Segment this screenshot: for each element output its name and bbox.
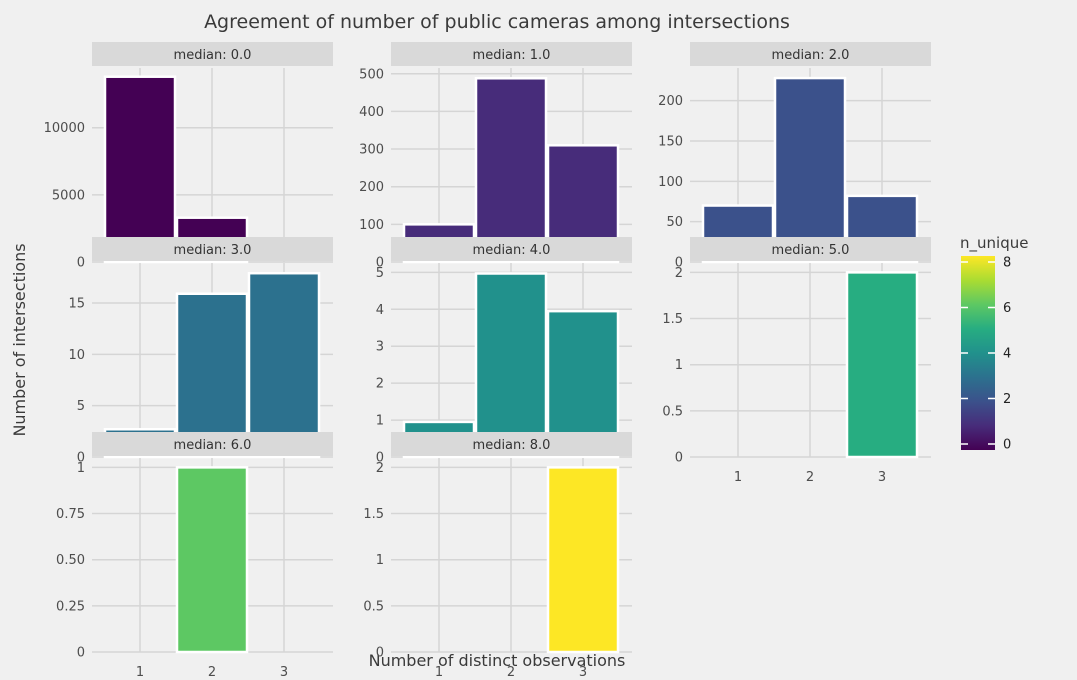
y-tick-label: 100 [359, 218, 384, 233]
facet-strip-label: median: 5.0 [772, 243, 850, 258]
y-tick-label: 0 [675, 256, 683, 271]
y-tick-label: 0 [675, 451, 683, 466]
x-tick-label: 3 [579, 665, 587, 680]
x-tick-label: 1 [136, 665, 144, 680]
bar [845, 271, 919, 459]
bar [175, 466, 249, 654]
facet-panel: median: 4.0 0 1 2 3 4 5 [376, 237, 632, 466]
facet-strip [690, 42, 931, 66]
facet-panel: median: 2.0 0 50 100 150 200 [658, 42, 931, 271]
y-tick-label: 1.5 [363, 507, 384, 522]
chart-title: Agreement of number of public cameras am… [204, 11, 790, 33]
y-tick-label: 300 [359, 143, 384, 158]
bar [175, 292, 249, 459]
x-tick-label: 2 [806, 470, 814, 485]
facet-strip-label: median: 3.0 [174, 243, 252, 258]
y-tick-label: 1 [675, 358, 683, 373]
bar [546, 466, 620, 654]
y-axis-label: Number of intersections [10, 243, 29, 436]
y-tick-label: 0 [376, 256, 384, 271]
facet-strip-label: median: 8.0 [473, 438, 551, 453]
y-tick-label: 1 [77, 461, 85, 476]
colorbar-tick-label: 8 [1003, 256, 1011, 271]
facet-strip [391, 432, 632, 456]
colorbar-tick-label: 0 [1003, 438, 1011, 453]
y-tick-label: 500 [359, 67, 384, 82]
facet-panel: median: 5.0 0 0.5 1 1.5 2 1 2 3 [662, 237, 931, 485]
y-tick-label: 10 [68, 348, 85, 363]
y-tick-label: 10000 [44, 121, 85, 136]
facet-strip [92, 432, 333, 456]
facet-panel: median: 0.0 0 5000 10000 [44, 42, 333, 271]
y-tick-label: 0 [77, 451, 85, 466]
y-tick-label: 2 [675, 266, 683, 281]
y-tick-label: 400 [359, 105, 384, 120]
bar [474, 77, 548, 264]
y-tick-label: 1 [376, 414, 384, 429]
facet-strip-label: median: 2.0 [772, 48, 850, 63]
colorbar-tick-label: 4 [1003, 347, 1011, 362]
facet-strip [391, 42, 632, 66]
facet-strip-label: median: 0.0 [174, 48, 252, 63]
facet-strip-label: median: 6.0 [174, 438, 252, 453]
y-tick-label: 0.5 [662, 404, 683, 419]
facet-panel: median: 6.0 0 0.25 0.50 0.75 1 1 2 3 [56, 432, 333, 680]
bar [474, 272, 548, 459]
y-tick-label: 4 [376, 303, 384, 318]
facet-strip [92, 42, 333, 66]
x-tick-label: 2 [507, 665, 515, 680]
y-tick-label: 2 [376, 461, 384, 476]
x-axis-label: Number of distinct observations [369, 651, 626, 670]
colorbar-tick-label: 6 [1003, 301, 1011, 316]
bar [247, 271, 321, 459]
y-tick-label: 5 [77, 399, 85, 414]
facet-panel: median: 8.0 0 0.5 1 1.5 2 1 2 3 [363, 432, 632, 680]
x-tick-label: 1 [435, 665, 443, 680]
facet-strip [391, 237, 632, 261]
y-tick-label: 0 [376, 451, 384, 466]
x-tick-label: 3 [280, 665, 288, 680]
y-tick-label: 2 [376, 377, 384, 392]
y-tick-label: 5 [376, 266, 384, 281]
y-tick-label: 3 [376, 340, 384, 355]
x-tick-label: 3 [878, 470, 886, 485]
y-tick-label: 0.75 [56, 507, 85, 522]
y-tick-label: 5000 [52, 188, 85, 203]
facet-strip-label: median: 4.0 [473, 243, 551, 258]
bar [103, 75, 177, 264]
y-tick-label: 0.5 [363, 599, 384, 614]
x-tick-label: 1 [734, 470, 742, 485]
facet-strip-label: median: 1.0 [473, 48, 551, 63]
x-tick-label: 2 [208, 665, 216, 680]
facet-panel: median: 1.0 0 100 200 300 400 500 [359, 42, 632, 271]
y-tick-label: 0 [376, 646, 384, 661]
facet-panel: median: 3.0 0 5 10 15 [68, 237, 333, 466]
y-tick-label: 200 [658, 94, 683, 109]
legend-title: n_unique [960, 234, 1028, 253]
y-tick-label: 150 [658, 134, 683, 149]
y-tick-label: 0 [77, 646, 85, 661]
y-tick-label: 1 [376, 553, 384, 568]
legend: n_unique 0 2 4 6 8 [960, 234, 1028, 453]
y-tick-label: 0 [77, 256, 85, 271]
bar [773, 76, 847, 264]
colorbar-ticks: 0 2 4 6 8 [961, 256, 1011, 453]
y-tick-label: 100 [658, 175, 683, 190]
colorbar-tick-label: 2 [1003, 392, 1011, 407]
y-tick-label: 50 [666, 215, 683, 230]
facet-strip [92, 237, 333, 261]
y-tick-label: 15 [68, 296, 85, 311]
y-tick-label: 200 [359, 180, 384, 195]
y-tick-label: 1.5 [662, 312, 683, 327]
y-tick-label: 0.25 [56, 599, 85, 614]
y-tick-label: 0.50 [56, 553, 85, 568]
facet-strip [690, 237, 931, 261]
